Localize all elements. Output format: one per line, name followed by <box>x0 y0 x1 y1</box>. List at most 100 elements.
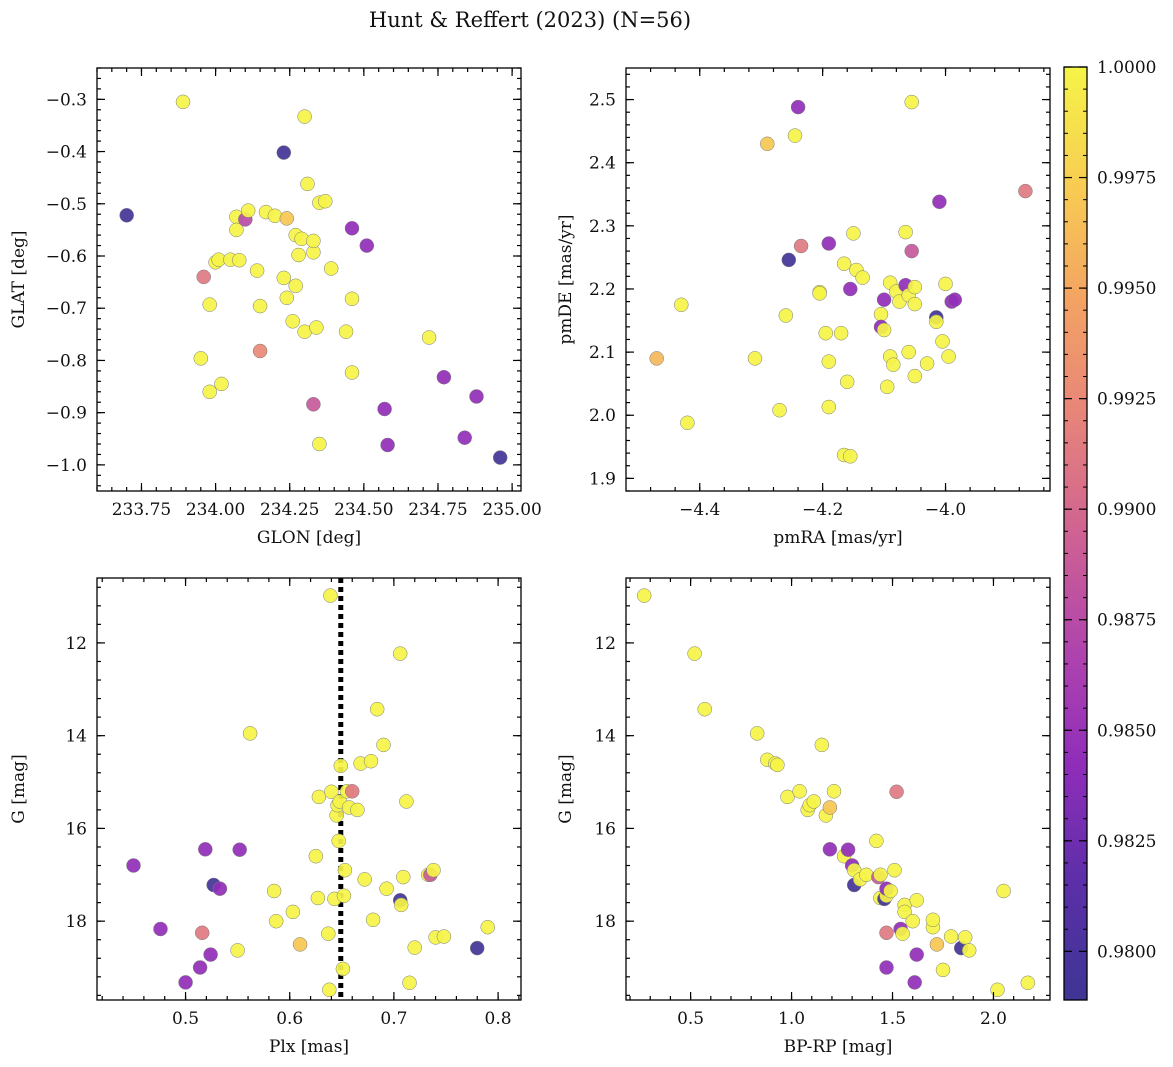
colorbar-gradient <box>1064 67 1087 1000</box>
x-axis-label: BP-RP [mag] <box>784 1037 893 1057</box>
data-point <box>267 208 283 224</box>
axes-frame <box>625 67 1051 492</box>
data-point <box>909 947 924 962</box>
y-tick-label: 2.5 <box>589 91 616 111</box>
data-point <box>957 930 973 945</box>
x-tick-label: −4.2 <box>802 500 843 520</box>
x-tick-label: 235.00 <box>482 500 541 520</box>
data-point <box>402 975 417 991</box>
data-point <box>919 356 935 371</box>
data-point <box>873 306 889 322</box>
data-point <box>843 281 858 297</box>
tick-marks <box>97 578 521 1000</box>
x-tick-label: 0.5 <box>172 1009 199 1029</box>
data-point <box>806 794 822 809</box>
data-point <box>297 109 312 124</box>
data-point <box>814 737 830 753</box>
data-point <box>879 925 894 941</box>
data-point <box>300 176 315 192</box>
data-point <box>323 261 339 276</box>
data-point <box>836 256 852 271</box>
data-point <box>308 848 324 864</box>
colorbar-tick-label: 1.0000 <box>1097 58 1156 78</box>
data-point <box>846 226 861 241</box>
y-tick-label: 1.9 <box>589 469 616 489</box>
y-tick-label: −0.5 <box>46 195 87 215</box>
data-point <box>869 833 884 849</box>
data-point <box>469 940 485 956</box>
data-point <box>780 789 795 805</box>
data-point <box>760 136 775 152</box>
colorbar-tick-label: 0.9875 <box>1097 611 1156 631</box>
data-point <box>1020 975 1036 991</box>
data-point <box>929 314 944 330</box>
x-tick-label: 233.75 <box>112 500 171 520</box>
subplots: 233.75 234.00 234.25 234.50 234.75 235.00 −1.0… <box>9 67 1051 1057</box>
data-point <box>876 322 892 338</box>
data-point <box>879 960 894 975</box>
data-point <box>907 279 923 295</box>
data-point <box>480 919 495 935</box>
data-point <box>895 926 910 941</box>
colorbar-tick-label: 0.9800 <box>1097 942 1156 962</box>
x-tick-label: 0.5 <box>677 1009 704 1029</box>
data-point <box>365 912 381 928</box>
data-point <box>232 842 247 857</box>
data-point <box>935 962 951 978</box>
data-point <box>876 292 892 307</box>
axes-frame <box>96 577 522 1001</box>
data-point <box>396 869 411 885</box>
data-point <box>697 701 712 717</box>
data-point <box>770 757 785 773</box>
data-point <box>749 726 765 741</box>
data-point <box>279 211 295 226</box>
data-point <box>369 701 385 717</box>
data-point <box>649 351 664 366</box>
x-tick-label: 234.25 <box>260 500 319 520</box>
data-point <box>198 842 213 857</box>
data-point <box>377 401 392 417</box>
subplot-3: 0.5 0.6 0.7 0.8 12 14 16 18 Plx [mas] G [mag] <box>9 577 522 1057</box>
x-tick-label: 1.5 <box>879 1009 906 1029</box>
data-point <box>229 222 244 238</box>
data-point <box>322 982 337 998</box>
data-point <box>276 145 292 160</box>
data-point <box>337 862 353 878</box>
data-point <box>344 221 360 236</box>
x-axis-label: GLON [deg] <box>257 528 361 548</box>
data-point <box>357 872 372 887</box>
data-point <box>333 758 349 774</box>
data-point <box>359 238 375 253</box>
x-tick-label: 234.50 <box>334 500 393 520</box>
subplot-2: −4.4 −4.2 −4.0 1.9 2.0 2.1 2.2 2.3 2.4 2.5 pmRA [m… <box>556 67 1051 548</box>
data-point <box>821 399 837 415</box>
data-point <box>943 929 959 944</box>
data-point <box>178 975 193 990</box>
data-point <box>153 921 168 937</box>
data-point <box>901 344 916 360</box>
data-point <box>393 897 409 913</box>
data-point <box>793 238 809 254</box>
x-tick-label: −4.0 <box>925 500 966 520</box>
data-point <box>822 800 838 815</box>
colorbar-tick-label: 0.9850 <box>1097 721 1156 741</box>
data-point <box>436 929 452 944</box>
data-point <box>119 208 134 223</box>
data-point <box>840 842 856 857</box>
data-point <box>407 940 422 955</box>
data-point <box>839 374 855 390</box>
data-point <box>266 883 282 899</box>
subplot-1: 233.75 234.00 234.25 234.50 234.75 235.00 −1.0… <box>9 67 542 548</box>
data-point <box>380 437 395 453</box>
y-tick-label: −0.4 <box>46 143 87 163</box>
y-axis-label: G [mag] <box>9 754 29 823</box>
data-point <box>252 298 268 314</box>
tick-marks <box>626 578 1050 1000</box>
colorbar-tick-label: 0.9950 <box>1097 279 1156 299</box>
y-tick-label: −0.8 <box>46 351 87 371</box>
data-point <box>285 314 300 329</box>
data-point <box>309 320 324 335</box>
data-point <box>947 292 963 307</box>
y-axis-label: GLAT [deg] <box>9 230 29 328</box>
